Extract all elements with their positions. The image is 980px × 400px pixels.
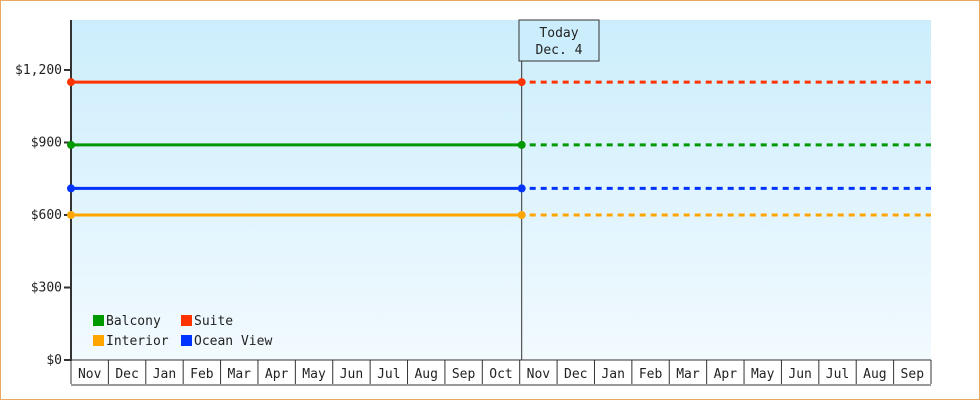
x-tick-label: Jul bbox=[377, 367, 400, 382]
plot-background bbox=[71, 20, 931, 360]
x-tick-label: Aug bbox=[414, 367, 437, 382]
x-tick-label: Mar bbox=[676, 367, 700, 382]
x-tick-label: Apr bbox=[265, 367, 289, 382]
today-box bbox=[518, 19, 600, 62]
data-point-interior bbox=[517, 211, 526, 219]
data-point-balcony bbox=[67, 140, 75, 149]
x-tick-label: Sep bbox=[901, 367, 925, 382]
data-point-suite bbox=[517, 78, 526, 87]
today-date: Dec. 4 bbox=[536, 43, 583, 58]
x-tick-label: May bbox=[751, 367, 775, 382]
x-tick-label: Feb bbox=[639, 367, 663, 382]
x-tick-label: Mar bbox=[228, 367, 252, 382]
data-point-ocean-view bbox=[67, 184, 75, 193]
x-tick-label: Jun bbox=[340, 367, 363, 382]
y-tick-label: $300 bbox=[31, 281, 62, 296]
y-tick-label: $900 bbox=[31, 136, 62, 151]
legend-swatch-ocean-view bbox=[181, 335, 192, 346]
x-tick-label: Oct bbox=[489, 367, 512, 382]
legend-label-ocean-view: Ocean View bbox=[194, 334, 272, 349]
legend-swatch-interior bbox=[93, 335, 104, 346]
y-tick-label: $600 bbox=[31, 208, 62, 223]
x-tick-label: Jan bbox=[153, 367, 176, 382]
y-tick-label: $0 bbox=[46, 353, 62, 368]
data-point-ocean-view bbox=[517, 184, 526, 193]
x-tick-label: Nov bbox=[78, 367, 102, 382]
today-label: Today bbox=[539, 26, 578, 41]
legend-label-interior: Interior bbox=[106, 334, 169, 349]
data-point-interior bbox=[67, 211, 75, 219]
legend-swatch-suite bbox=[181, 315, 192, 326]
legend-label-suite: Suite bbox=[194, 314, 233, 329]
x-tick-label: Aug bbox=[863, 367, 886, 382]
data-point-balcony bbox=[517, 140, 526, 149]
x-tick-label: Dec bbox=[115, 367, 138, 382]
data-point-suite bbox=[67, 78, 75, 87]
legend-swatch-balcony bbox=[93, 315, 104, 326]
x-tick-label: Feb bbox=[190, 367, 214, 382]
x-tick-label: Nov bbox=[527, 367, 551, 382]
x-tick-label: May bbox=[302, 367, 326, 382]
x-tick-label: Jan bbox=[601, 367, 624, 382]
x-tick-label: Jul bbox=[826, 367, 849, 382]
y-tick-label: $1,200 bbox=[15, 63, 62, 78]
x-tick-label: Sep bbox=[452, 367, 476, 382]
x-tick-label: Apr bbox=[714, 367, 738, 382]
x-tick-label: Jun bbox=[788, 367, 811, 382]
legend-label-balcony: Balcony bbox=[106, 314, 161, 329]
x-tick-label: Dec bbox=[564, 367, 587, 382]
